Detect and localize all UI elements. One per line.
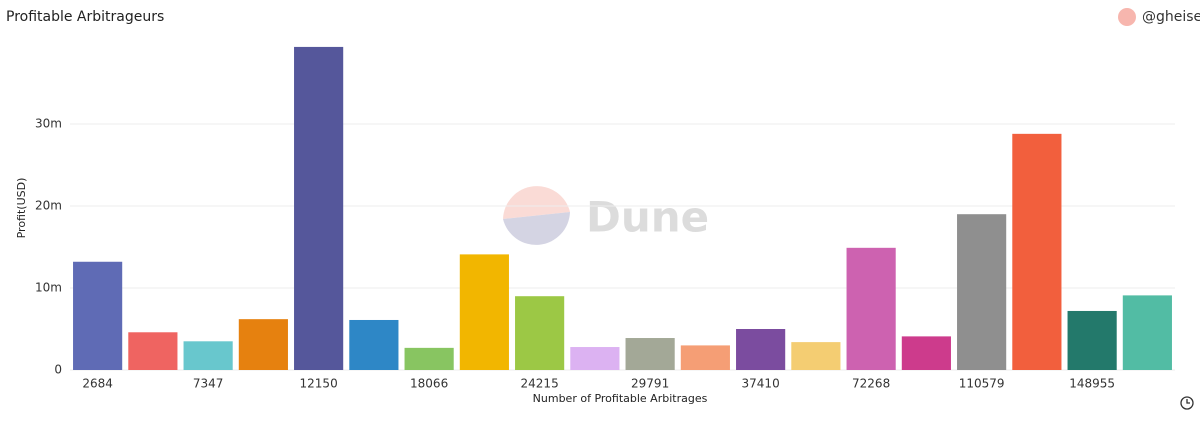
watermark: Dune xyxy=(503,186,709,245)
x-tick-label: 18066 xyxy=(410,377,448,391)
x-tick-label: 72268 xyxy=(852,377,890,391)
bar xyxy=(901,336,951,370)
x-tick-label: 7347 xyxy=(193,377,224,391)
y-axis-label: Profit(USD) xyxy=(15,178,28,239)
bar xyxy=(957,214,1007,370)
bar xyxy=(515,296,565,370)
watermark-logo-bottom xyxy=(503,212,570,245)
y-tick-label: 0 xyxy=(54,363,62,377)
bar xyxy=(625,338,675,370)
x-tick-label: 24215 xyxy=(521,377,559,391)
clock-face xyxy=(1180,396,1194,410)
clock-hands xyxy=(1186,399,1190,404)
bar xyxy=(459,254,509,370)
x-tick-label: 37410 xyxy=(742,377,780,391)
y-tick-label: 30m xyxy=(35,117,62,131)
x-tick-label: 110579 xyxy=(959,377,1005,391)
bar xyxy=(1122,295,1172,370)
bar xyxy=(404,347,454,370)
bar xyxy=(570,347,620,370)
x-axis-label: Number of Profitable Arbitrages xyxy=(533,392,708,405)
y-tick-label: 10m xyxy=(35,281,62,295)
bar xyxy=(238,319,288,370)
bar xyxy=(1012,133,1062,370)
bar xyxy=(73,261,123,370)
x-tick-label: 2684 xyxy=(82,377,113,391)
bar xyxy=(349,319,399,370)
bar xyxy=(846,247,896,370)
bar xyxy=(1067,310,1117,370)
x-tick-label: 29791 xyxy=(631,377,669,391)
bar xyxy=(791,342,841,370)
bar xyxy=(183,341,233,370)
bar xyxy=(736,329,786,370)
watermark-logo-top xyxy=(503,186,570,219)
bar xyxy=(294,46,344,371)
x-tick-label: 12150 xyxy=(300,377,338,391)
y-tick-label: 20m xyxy=(35,199,62,213)
author-avatar xyxy=(1118,8,1136,26)
watermark-text: Dune xyxy=(586,193,709,242)
bar xyxy=(680,345,730,370)
bar xyxy=(128,332,178,370)
x-tick-label: 148955 xyxy=(1069,377,1115,391)
author[interactable]: @gheise xyxy=(1142,9,1200,25)
chart-title: Profitable Arbitrageurs xyxy=(6,9,164,25)
clock-icon[interactable] xyxy=(1180,396,1194,410)
